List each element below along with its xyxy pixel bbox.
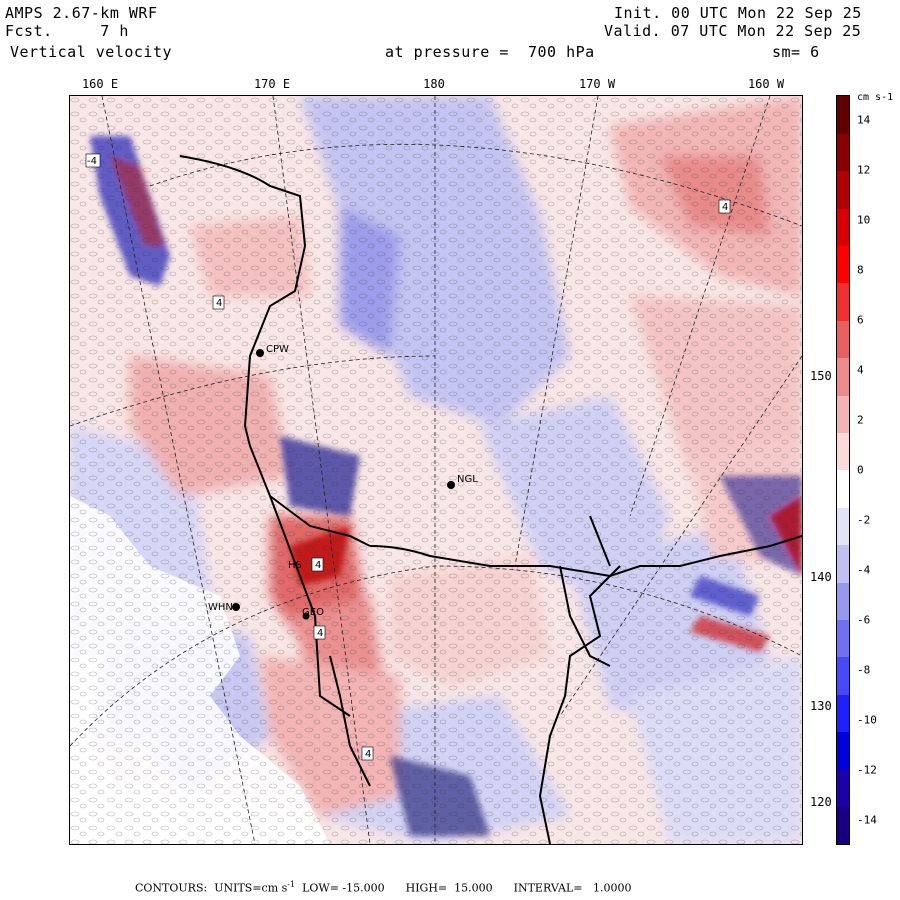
colorbar-segment (837, 432, 849, 471)
contour-label-neg4: -4 (87, 156, 97, 167)
colorbar-segment (837, 731, 849, 770)
station-cpw-label: CPW (266, 344, 289, 355)
colorbar-tick-label: -6 (857, 613, 871, 627)
colorbar-segment (837, 395, 849, 434)
footer-contours: CONTOURS: UNITS=cm s (135, 881, 288, 895)
lon-label-170e: 170 E (253, 77, 291, 91)
colorbar-segment (837, 507, 849, 546)
forecast-hour: Fcst. 7 h (5, 22, 129, 40)
colorbar-tick-label: -4 (857, 563, 871, 577)
colorbar-tick-label: 10 (857, 213, 871, 227)
colorbar-tick-label: 8 (857, 263, 864, 277)
station-whn-marker (232, 603, 240, 611)
colorbar-tick-label: -12 (857, 763, 877, 777)
colorbar-tick-label: 6 (857, 313, 864, 327)
coastline (179, 155, 802, 844)
colorbar-segment (837, 470, 849, 508)
stations: NGL CPW WHN GEO HS (208, 344, 478, 620)
colorbar-segment (837, 320, 849, 359)
lon-label-180: 180 (423, 77, 445, 91)
footer-low: LOW= -15.000 (302, 881, 385, 895)
station-ngl-label: NGL (457, 474, 478, 485)
colorbar-segment (837, 208, 849, 247)
colorbar-tick-label: 12 (857, 163, 871, 177)
station-hs-label: HS (288, 560, 302, 571)
lon-label-170w: 170 W (578, 77, 616, 91)
lon-label-160e: 160 E (81, 77, 119, 91)
station-ngl-marker (447, 481, 455, 489)
contour-label-4: 4 (722, 202, 728, 213)
colorbar-tick-label: -8 (857, 663, 871, 677)
station-geo-label: GEO (302, 607, 324, 618)
contour-texture (70, 96, 802, 844)
pressure-level: at pressure = 700 hPa (385, 43, 595, 61)
colorbar-segment (837, 170, 849, 209)
colorbar-segment (837, 544, 849, 583)
colorbar-tick-label: 4 (857, 363, 864, 377)
colorbar-segment (837, 96, 849, 134)
init-time: Init. 00 UTC Mon 22 Sep 25 (614, 4, 862, 22)
contour-label-4: 4 (315, 560, 321, 571)
station-cpw-marker (256, 349, 264, 357)
colorbar-segment (837, 245, 849, 284)
model-title: AMPS 2.67-km WRF (5, 4, 158, 22)
colorbar-tick-label: 2 (857, 413, 864, 427)
colorbar-segment (837, 769, 849, 808)
colorbar-tick-label: -10 (857, 713, 877, 727)
colorbar-segment (837, 133, 849, 172)
colorbar-tick-label: 0 (857, 463, 864, 477)
graticule (70, 96, 802, 844)
colorbar (836, 95, 850, 845)
contour-value-labels: 4 4 4 4 4 -4 (85, 153, 731, 761)
valid-time: Valid. 07 UTC Mon 22 Sep 25 (604, 22, 862, 40)
colorbar-segment (837, 283, 849, 321)
smoothing: sm= 6 (772, 43, 820, 61)
contour-label-4: 4 (365, 749, 371, 760)
footer-unit-sup: -1 (287, 880, 296, 889)
lon-label-160w: 160 W (747, 77, 785, 91)
contour-label-4: 4 (317, 628, 323, 639)
footer-high: HIGH= 15.000 (405, 881, 493, 895)
footer: CONTOURS: UNITS=cm s-1 LOW= -15.000 HIGH… (135, 880, 632, 895)
colorbar-segment (837, 357, 849, 396)
colorbar-tick-label: -2 (857, 513, 871, 527)
contour-label-neg4: 4 (216, 298, 222, 309)
colorbar-segment (837, 657, 849, 695)
footer-interval: INTERVAL= 1.0000 (513, 881, 632, 895)
colorbar-tick-label: -14 (857, 813, 877, 827)
colorbar-tick-label: 14 (857, 113, 871, 127)
colorbar-segment (837, 582, 849, 621)
colorbar-segment (837, 694, 849, 733)
colorbar-segment (837, 619, 849, 658)
field-name: Vertical velocity (10, 43, 173, 61)
colorbar-unit: cm s-1 (857, 92, 894, 103)
station-whn-label: WHN (208, 602, 233, 613)
colorbar-segment (837, 806, 849, 845)
station-geo-marker (302, 612, 310, 620)
vertical-velocity-map: NGL CPW WHN GEO HS 4 4 4 4 4 -4 (69, 95, 803, 845)
